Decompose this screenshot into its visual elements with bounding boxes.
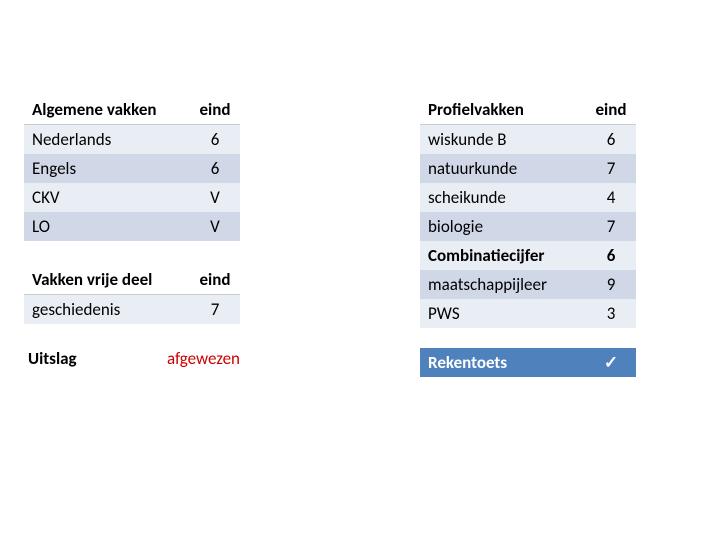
grade-cell: 6 [190, 154, 240, 183]
grade-cell: 6 [586, 241, 636, 270]
table-row: Nederlands 6 [24, 125, 240, 155]
col-header-subject: Vakken vrije deel [24, 265, 190, 295]
table-row: Engels 6 [24, 154, 240, 183]
subject-cell: maatschappijleer [420, 270, 586, 299]
table-row: LO V [24, 212, 240, 241]
table-row: CKV V [24, 183, 240, 212]
grade-cell: V [190, 183, 240, 212]
general-subjects-table: Algemene vakken eind Nederlands 6 Engels… [24, 95, 240, 241]
subject-cell: Nederlands [24, 125, 190, 155]
result-label: Uitslag [24, 348, 147, 369]
table-row: wiskunde B 6 [420, 125, 636, 155]
rekentoets-table: Rekentoets ✓ [420, 348, 636, 377]
subject-cell: natuurkunde [420, 154, 586, 183]
subject-cell: geschiedenis [24, 295, 190, 325]
subject-cell: Combinatiecijfer [420, 241, 586, 270]
subject-cell: PWS [420, 299, 586, 328]
left-column: Algemene vakken eind Nederlands 6 Engels… [24, 95, 240, 369]
subject-cell: wiskunde B [420, 125, 586, 155]
right-column: Profielvakken eind wiskunde B 6 natuurku… [420, 95, 636, 377]
table-row: natuurkunde 7 [420, 154, 636, 183]
table-row: Combinatiecijfer 6 [420, 241, 636, 270]
check-icon: ✓ [586, 348, 636, 377]
grade-cell: 6 [586, 125, 636, 155]
subject-cell: Engels [24, 154, 190, 183]
table-row: geschiedenis 7 [24, 295, 240, 325]
grade-cell: 4 [586, 183, 636, 212]
grade-cell: 7 [190, 295, 240, 325]
col-header-grade: eind [190, 95, 240, 125]
grade-cell: V [190, 212, 240, 241]
col-header-grade: eind [586, 95, 636, 125]
grade-cell: 6 [190, 125, 240, 155]
col-header-grade: eind [190, 265, 240, 295]
subject-cell: LO [24, 212, 190, 241]
table-row: PWS 3 [420, 299, 636, 328]
subject-cell: biologie [420, 212, 586, 241]
table-row: maatschappijleer 9 [420, 270, 636, 299]
profile-subjects-table: Profielvakken eind wiskunde B 6 natuurku… [420, 95, 636, 328]
result-row: Uitslag afgewezen [24, 348, 240, 369]
subject-cell: scheikunde [420, 183, 586, 212]
table-row: biologie 7 [420, 212, 636, 241]
table-row: scheikunde 4 [420, 183, 636, 212]
subject-cell: CKV [24, 183, 190, 212]
page: Algemene vakken eind Nederlands 6 Engels… [0, 0, 720, 540]
grade-cell: 7 [586, 212, 636, 241]
grade-cell: 3 [586, 299, 636, 328]
free-part-subjects-table: Vakken vrije deel eind geschiedenis 7 [24, 265, 240, 324]
grade-cell: 9 [586, 270, 636, 299]
result-value: afgewezen [147, 348, 240, 369]
rekentoets-label: Rekentoets [420, 348, 586, 377]
col-header-subject: Algemene vakken [24, 95, 190, 125]
col-header-subject: Profielvakken [420, 95, 586, 125]
grade-cell: 7 [586, 154, 636, 183]
